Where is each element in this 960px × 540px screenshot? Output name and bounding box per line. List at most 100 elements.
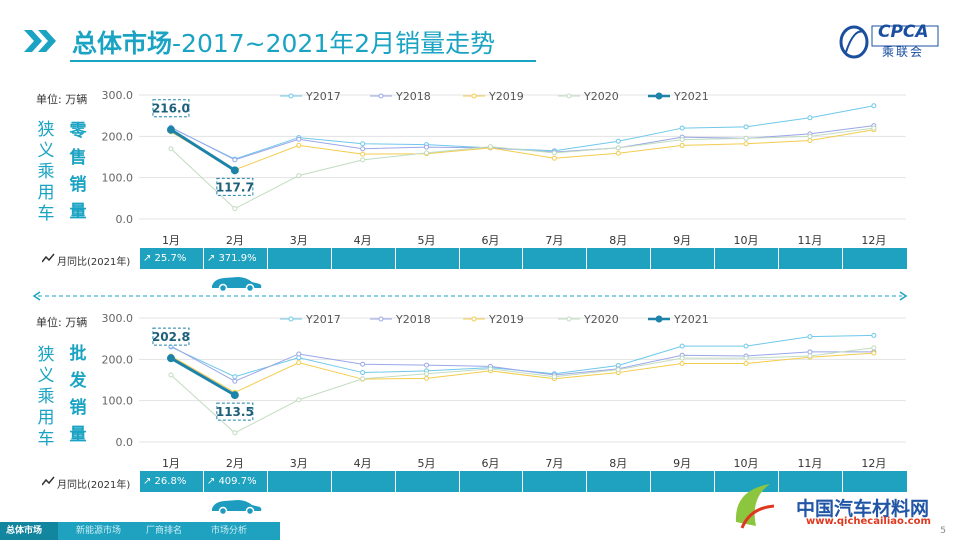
data-point	[679, 360, 685, 366]
y-tick-label: 200.0	[102, 130, 134, 143]
watermark-cn: 中国汽车材料网	[796, 498, 930, 520]
yoy-cell	[586, 248, 650, 269]
data-label: 113.5	[216, 405, 254, 419]
data-point	[871, 350, 877, 356]
legend-marker	[566, 93, 572, 99]
data-point	[168, 146, 174, 152]
data-point	[871, 125, 877, 131]
series-line-Y2021	[170, 356, 236, 397]
logo-text: CPCA	[878, 22, 929, 42]
x-tick-label: 9月	[673, 457, 691, 470]
yoy-cell	[522, 248, 586, 269]
x-tick-label: 4月	[354, 234, 372, 247]
legend-marker	[471, 93, 477, 99]
data-point	[296, 142, 302, 148]
trend-icon	[42, 253, 55, 263]
data-point	[615, 367, 621, 373]
data-point	[807, 349, 813, 355]
data-point	[232, 378, 238, 384]
data-label: 202.8	[152, 330, 190, 344]
x-tick-label: 8月	[609, 234, 627, 247]
x-tick-label: 7月	[545, 234, 563, 247]
yoy-cell	[330, 471, 395, 492]
yoy-cell	[714, 471, 778, 492]
data-point	[871, 345, 877, 351]
wholesale-side-label2: 批发销量	[69, 344, 87, 445]
legend-marker	[378, 93, 384, 99]
data-point	[360, 157, 366, 163]
data-point	[360, 141, 366, 147]
x-tick-label: 12月	[861, 457, 886, 470]
data-point	[615, 145, 621, 151]
yoy-cell	[841, 248, 906, 269]
data-point	[232, 206, 238, 212]
yoy-cell	[778, 248, 842, 269]
wholesale-yoy-bar: ↗ 26.8% ↗ 409.7%	[139, 471, 907, 492]
page-number: 5	[940, 526, 946, 536]
data-point	[807, 137, 813, 143]
data-point	[743, 343, 749, 349]
yoy-cell	[778, 471, 842, 492]
series-line-Y2020	[170, 127, 874, 210]
tab-overall-market[interactable]: 总体市场	[0, 522, 58, 540]
x-tick-label: 3月	[290, 234, 308, 247]
data-point	[743, 355, 749, 361]
yoy-cell	[714, 248, 778, 269]
y-tick-label: 100.0	[102, 172, 134, 185]
legend-marker	[378, 316, 384, 322]
tab-maker-ranking[interactable]: 厂商排名	[146, 526, 183, 536]
data-point	[807, 353, 813, 359]
y-tick-label: 0.0	[116, 213, 134, 226]
legend-label: Y2021	[673, 90, 709, 103]
data-point	[487, 144, 493, 150]
cpca-logo	[839, 25, 939, 59]
yoy-cell	[458, 248, 523, 269]
car-icon	[212, 500, 262, 515]
series-line-Y2019	[170, 352, 874, 393]
tab-market-analysis[interactable]: 市场分析	[211, 526, 248, 536]
legend-marker	[288, 93, 294, 99]
data-point	[232, 157, 238, 163]
x-tick-label: 11月	[797, 234, 822, 247]
tab-nev-market[interactable]: 新能源市场	[76, 526, 122, 536]
data-point	[360, 376, 366, 382]
data-point	[296, 397, 302, 403]
data-point	[487, 366, 493, 372]
series-line-Y2020	[170, 347, 874, 434]
data-point	[679, 142, 685, 148]
legend-label: Y2018	[395, 90, 431, 103]
wholesale-line-chart: 0.0 100.0 200.0 300.0 1月 2月 3月 4月 5月 6月 7月 8月 9月 10月 1…	[102, 312, 906, 470]
data-point	[743, 135, 749, 141]
y-tick-label: 100.0	[102, 395, 134, 408]
x-tick-label: 6月	[481, 457, 499, 470]
data-point	[679, 137, 685, 143]
y-tick-label: 200.0	[102, 353, 134, 366]
legend-label: Y2020	[583, 313, 619, 326]
data-point	[166, 354, 175, 363]
x-tick-label: 10月	[734, 457, 759, 470]
x-tick-label: 7月	[545, 457, 563, 470]
wholesale-yoy-label: 月同比(2021年)	[57, 480, 131, 491]
trend-icon	[42, 476, 55, 486]
data-point	[232, 430, 238, 436]
data-point	[615, 138, 621, 144]
x-tick-label: 9月	[673, 234, 691, 247]
data-label-box	[216, 177, 254, 196]
wholesale-side-label: 狭义乘用车	[37, 345, 55, 449]
x-tick-label: 8月	[609, 457, 627, 470]
data-point	[296, 360, 302, 366]
x-tick-label: 12月	[861, 234, 886, 247]
yoy-cell	[841, 471, 906, 492]
data-point	[296, 351, 302, 357]
data-point	[296, 136, 302, 142]
yoy-cell	[266, 471, 331, 492]
data-point	[551, 150, 557, 156]
data-point	[679, 355, 685, 361]
yoy-cell	[330, 248, 395, 269]
bottom-nav: 总体市场 新能源市场 厂商排名 市场分析	[0, 522, 280, 540]
car-icon	[212, 277, 262, 292]
yoy-cell: ↗ 26.8%	[139, 471, 203, 492]
legend-marker	[655, 315, 663, 323]
retail-side-label2: 零售销量	[69, 121, 87, 222]
data-label: 117.7	[216, 180, 254, 194]
